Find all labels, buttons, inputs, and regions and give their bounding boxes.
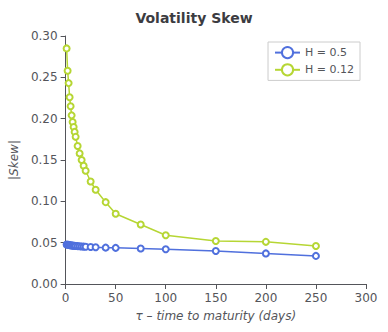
svg-text:0: 0 — [62, 291, 70, 305]
svg-text:Volatility Skew: Volatility Skew — [135, 10, 252, 26]
svg-text:200: 200 — [254, 291, 277, 305]
svg-text:100: 100 — [154, 291, 177, 305]
svg-text:0.10: 0.10 — [31, 194, 58, 208]
svg-text:150: 150 — [204, 291, 227, 305]
svg-text:300: 300 — [355, 291, 378, 305]
svg-text:0.15: 0.15 — [31, 153, 58, 167]
svg-text:|Skew|: |Skew| — [7, 140, 21, 180]
svg-text:H = 0.5: H = 0.5 — [305, 46, 347, 59]
svg-text:50: 50 — [108, 291, 123, 305]
svg-text:0.25: 0.25 — [31, 70, 58, 84]
svg-text:H = 0.12: H = 0.12 — [305, 63, 354, 76]
svg-text:0.00: 0.00 — [31, 277, 58, 291]
svg-text:τ – time to maturity (days): τ – time to maturity (days) — [136, 309, 297, 323]
svg-text:0.30: 0.30 — [31, 29, 58, 43]
svg-text:250: 250 — [304, 291, 327, 305]
svg-text:0.20: 0.20 — [31, 112, 58, 126]
svg-text:0.05: 0.05 — [31, 236, 58, 250]
